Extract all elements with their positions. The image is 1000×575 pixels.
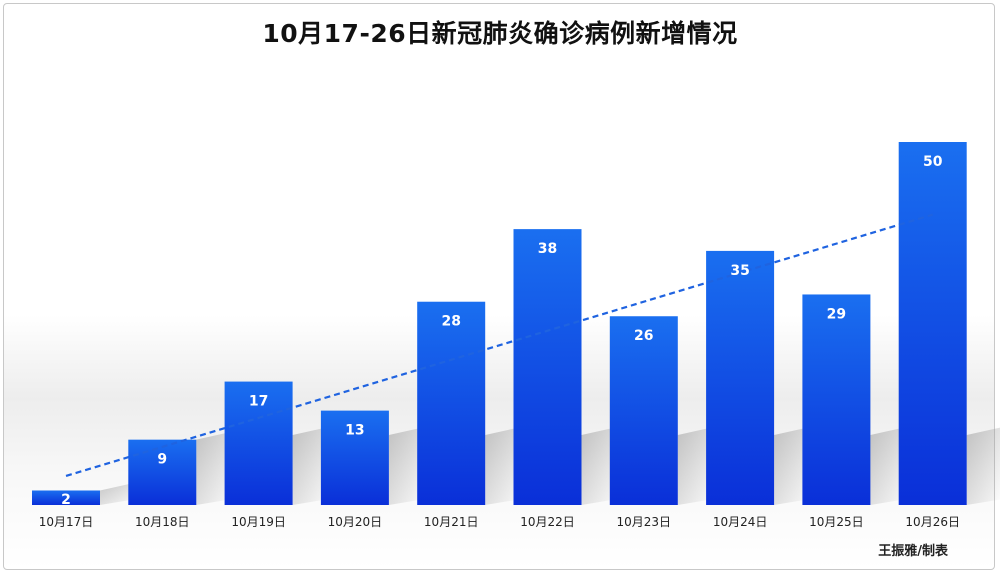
x-tick-label: 10月19日 [231, 515, 286, 529]
data-label: 35 [730, 263, 749, 279]
x-tick-label: 10月17日 [39, 515, 94, 529]
data-label: 26 [634, 328, 653, 344]
bar-shadow [870, 427, 907, 505]
bar-6 [513, 229, 582, 505]
x-axis-ticks: 10月17日 10月18日 10月19日 10月20日 10月21日 10月22日 10月2… [39, 515, 960, 529]
x-tick-label: 10月26日 [905, 515, 960, 529]
bar-10 [898, 142, 967, 505]
bar-shadow [966, 427, 1000, 505]
data-label: 13 [345, 423, 364, 439]
data-label: 50 [923, 154, 943, 170]
bar-shadow [581, 427, 618, 505]
bar-1 [32, 490, 100, 505]
bar-shadow [196, 431, 233, 505]
data-label: 2 [61, 492, 71, 508]
bar-5 [417, 301, 486, 505]
bar-8 [706, 250, 775, 505]
data-label: 29 [827, 306, 846, 322]
trendline-group [65, 213, 934, 478]
data-label: 38 [538, 241, 557, 257]
bar-3 [224, 381, 293, 505]
x-tick-label: 10月25日 [809, 515, 864, 529]
chart-credit: 王振雅/制表 [878, 544, 948, 559]
trendline [65, 213, 934, 478]
x-tick-label: 10月24日 [713, 515, 768, 529]
bars [32, 142, 967, 505]
bar-shadow [774, 427, 811, 505]
bar-shadows [100, 427, 1000, 505]
bar-shadow [485, 427, 522, 505]
data-label: 9 [157, 452, 167, 468]
bar-shadow [100, 482, 136, 505]
data-label: 17 [249, 394, 268, 410]
bar-shadow [677, 427, 714, 505]
data-label: 28 [441, 314, 460, 330]
chart-title: 10月17-26日新冠肺炎确诊病例新增情况 [262, 19, 738, 48]
x-tick-label: 10月21日 [424, 515, 479, 529]
bar-9 [802, 294, 871, 505]
x-tick-label: 10月18日 [135, 515, 190, 529]
bar-4 [320, 410, 389, 505]
x-tick-label: 10月20日 [328, 515, 383, 529]
bar-2 [128, 439, 197, 505]
bar-shadow [388, 427, 425, 505]
bar-shadow [292, 427, 329, 505]
x-tick-label: 10月23日 [617, 515, 672, 529]
bar-7 [609, 316, 678, 505]
x-tick-label: 10月22日 [520, 515, 575, 529]
